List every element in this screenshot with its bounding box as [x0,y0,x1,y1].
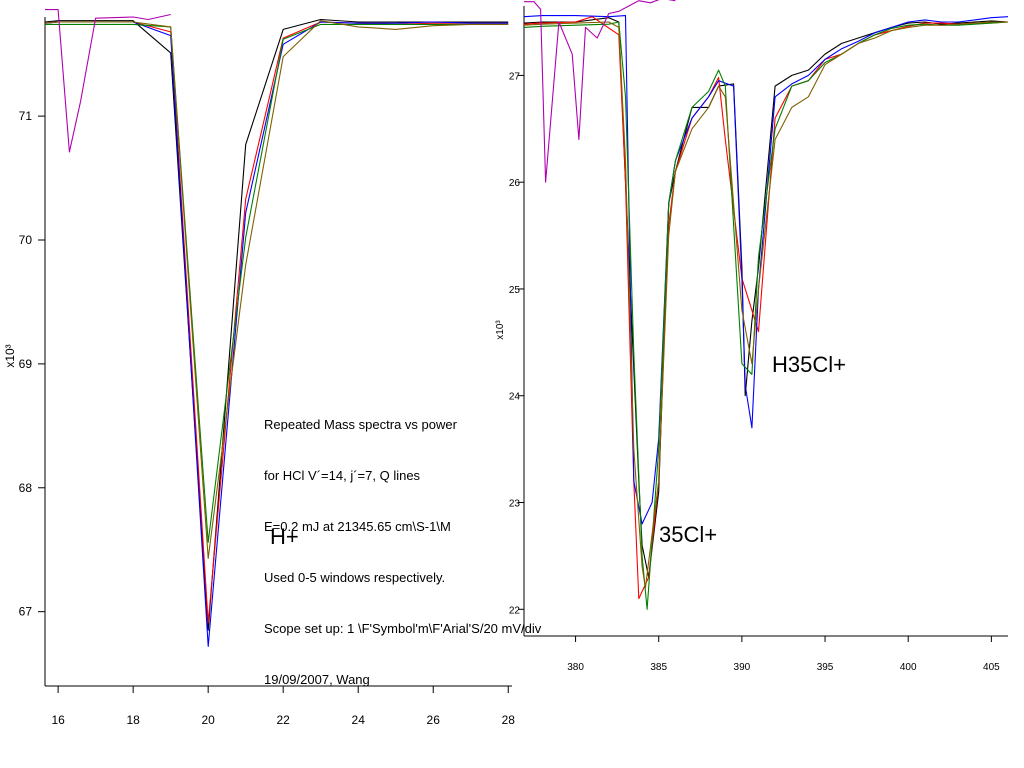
series-line [523,21,1009,610]
y-tick-label: 68 [19,481,33,495]
annotation-line: Scope set up: 1 \F'Symbol'm\F'Arial'S/20… [264,621,542,636]
peak-label-35cl-plus: 35Cl+ [659,522,718,547]
x-tick-label: 18 [126,713,140,727]
series-line [524,0,676,183]
y-tick-label: 71 [19,109,33,123]
series-line [523,16,1009,600]
x-tick-label: 26 [427,713,441,727]
y-multiplier-label: x10³ [495,320,506,340]
x-tick-label: 28 [502,713,516,727]
annotation-line: Repeated Mass spectra vs power [264,417,457,432]
peak-label-h-plus: H+ [270,524,299,549]
annotation-line: 19/09/2007, Wang [264,672,370,687]
x-tick-label: 380 [567,662,584,673]
x-tick-label: 20 [201,713,215,727]
series-line [523,15,1009,525]
series-line [523,17,1009,578]
y-tick-label: 27 [509,71,521,82]
x-tick-label: 24 [352,713,366,727]
y-tick-label: 70 [19,233,33,247]
annotation-line: Used 0-5 windows respectively. [264,570,446,585]
x-tick-label: 385 [650,662,667,673]
y-tick-label: 23 [509,499,521,510]
y-tick-label: 25 [509,285,521,296]
x-tick-label: 390 [734,662,751,673]
left-plot: 16 18 20 22 24 26 28 67 68 69 70 71 x10³ [3,9,516,727]
annotation-text: Repeated Mass spectra vs power for HCl V… [264,382,541,705]
y-multiplier-label: x10³ [3,344,17,367]
series-line [44,20,509,559]
y-tick-label: 69 [19,357,33,371]
right-plot: 380 385 390 395 400 405 22 23 24 25 26 27 x10³ [495,0,1009,673]
peak-label-h35cl-plus: H35Cl+ [772,352,846,377]
x-tick-label: 22 [277,713,291,727]
x-tick-label: 395 [817,662,834,673]
annotation-line: for HCl V´=14, j´=7, Q lines [264,468,421,483]
y-tick-label: 67 [19,605,33,619]
x-tick-label: 16 [51,713,65,727]
y-tick-label: 26 [509,178,521,189]
y-tick-label: 22 [509,605,521,616]
series-line [45,9,171,153]
annotation-line: E=0.2 mJ at 21345.65 cm\S-1\M [264,519,451,534]
x-tick-label: 400 [900,662,917,673]
series-line [45,23,509,543]
y-tick-label: 24 [509,392,521,403]
x-tick-label: 405 [983,662,1000,673]
series-line [523,21,1008,589]
